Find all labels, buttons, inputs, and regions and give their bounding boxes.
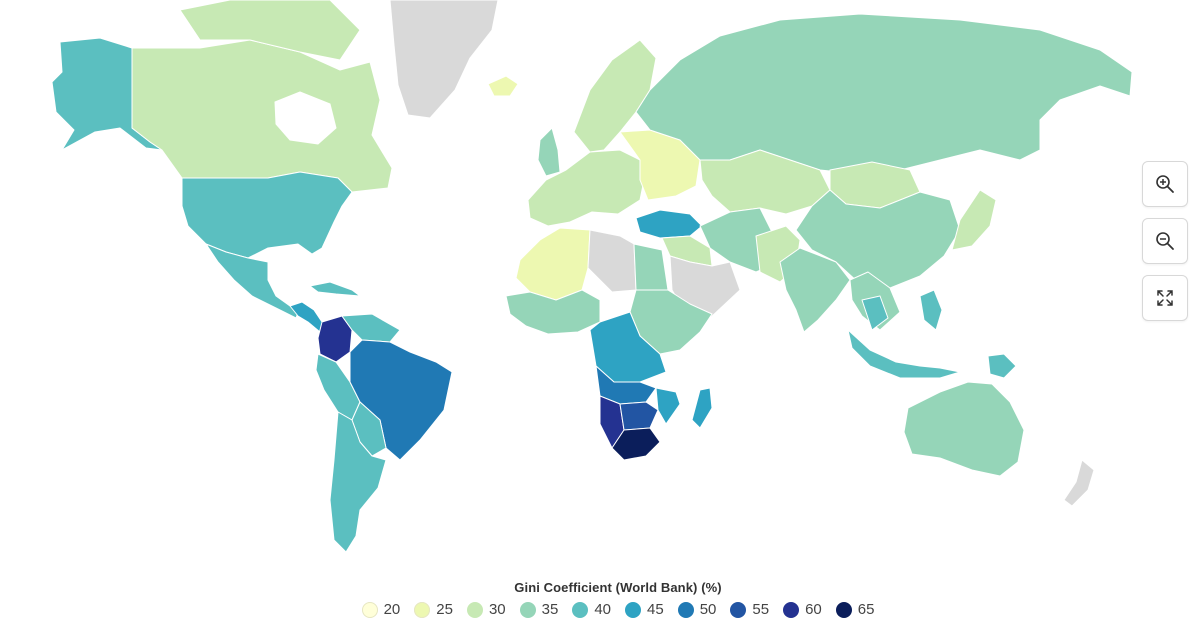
legend-item[interactable]: 30 [466,601,506,618]
region-indonesia[interactable] [847,329,961,379]
region-mozambique[interactable] [655,387,681,425]
region-caribbean[interactable] [309,281,361,297]
region-usa[interactable] [181,171,353,259]
region-russia[interactable] [635,13,1133,175]
world-choropleth-map[interactable] [0,0,1200,570]
region-south-africa[interactable] [611,427,661,461]
legend-swatch [730,601,747,618]
legend-label: 25 [436,601,453,618]
legend-swatch [572,601,589,618]
region-hudson-bay [274,91,337,145]
legend-swatch [361,601,378,618]
legend-swatch [625,601,641,618]
region-canada[interactable] [131,39,393,193]
legend-label: 40 [594,601,611,618]
legend-label: 50 [699,601,717,618]
zoom-in-button[interactable] [1142,161,1188,207]
legend-label: 30 [488,601,506,618]
zoom-out-icon [1156,232,1174,250]
legend-title: Gini Coefficient (World Bank) (%) [514,580,722,595]
legend-swatch [835,601,852,618]
legend-label: 65 [857,601,875,618]
legend-swatch [783,601,800,618]
legend-item[interactable]: 60 [783,601,822,618]
region-greenland[interactable] [389,0,499,119]
region-png[interactable] [987,353,1017,379]
region-china[interactable] [795,189,961,289]
region-thailand[interactable] [861,295,889,331]
region-uk[interactable] [537,127,561,177]
legend-item[interactable]: 55 [730,601,769,618]
region-india[interactable] [779,247,851,333]
zoom-in-icon [1156,175,1174,193]
legend-item[interactable]: 45 [625,601,664,618]
region-egypt[interactable] [633,243,669,291]
legend-item[interactable]: 40 [572,601,611,618]
region-canada-islands[interactable] [179,0,361,61]
legend-item[interactable]: 35 [519,601,559,618]
legend-swatch [466,601,483,618]
region-iceland[interactable] [487,75,519,97]
legend-label: 60 [805,601,822,618]
region-north-africa[interactable] [515,227,591,301]
region-botswana[interactable] [619,401,659,431]
legend-item[interactable]: 65 [835,601,875,618]
region-philippines[interactable] [919,289,943,331]
region-madagascar[interactable] [691,387,713,429]
region-libya[interactable] [587,229,637,293]
legend-item[interactable]: 50 [677,601,717,618]
legend-swatch [677,601,694,618]
legend-label: 45 [647,601,664,618]
map-controls [1142,161,1188,332]
expand-icon [1157,290,1173,306]
legend-item[interactable]: 20 [361,601,401,618]
legend-label: 20 [383,601,401,618]
fullscreen-button[interactable] [1142,275,1188,321]
legend-swatch [414,601,431,618]
region-turkey[interactable] [635,209,703,239]
region-australia[interactable] [903,381,1025,477]
region-argentina-chile[interactable] [329,411,387,553]
legend-label: 55 [752,601,770,618]
legend-swatch [519,601,536,618]
color-legend: 20 25 30 35 40 45 50 55 60 65 [0,601,1200,618]
region-new-zealand[interactable] [1063,459,1095,507]
zoom-out-button[interactable] [1142,218,1188,264]
legend-item[interactable]: 25 [414,601,453,618]
region-japan[interactable] [951,189,997,251]
legend-label: 35 [541,601,559,618]
region-western-europe[interactable] [527,149,645,227]
